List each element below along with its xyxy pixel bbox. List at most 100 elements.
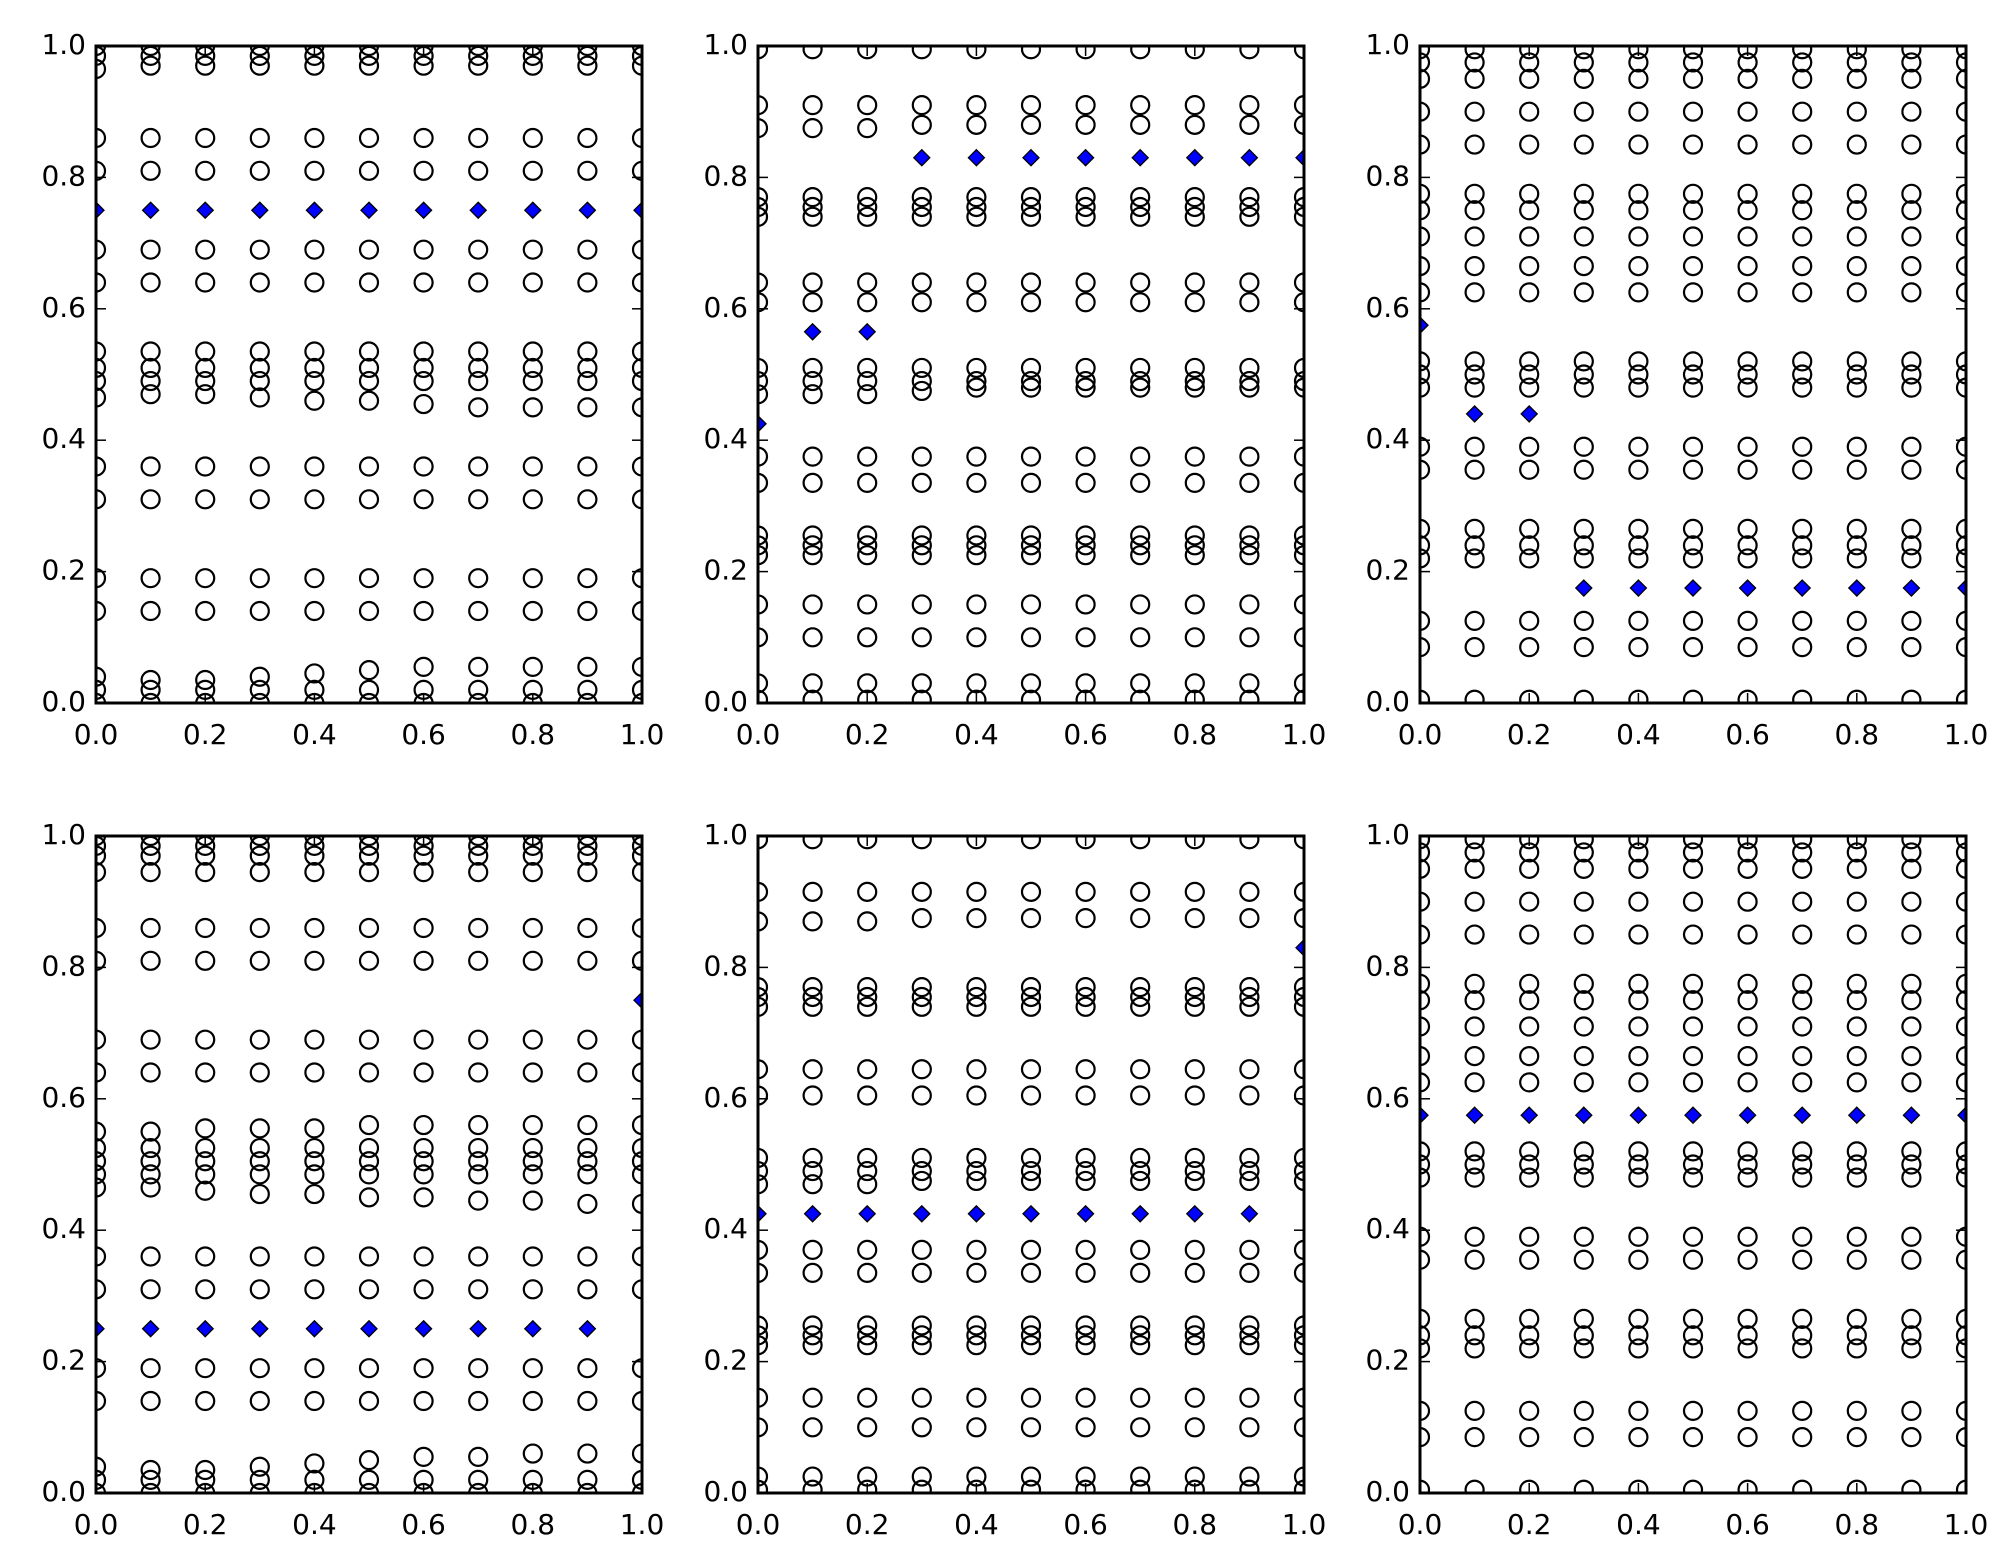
circle-marker [1792,1308,1813,1329]
circle-marker [1628,226,1649,247]
axes-frame [756,44,1306,705]
circle-marker [140,1279,161,1300]
y-tick-label: 0.6 [1365,1081,1410,1114]
circle-marker [1901,858,1922,879]
circle-marker [802,673,823,694]
circle-marker [468,357,489,379]
diamond-marker [1185,148,1204,167]
circle-marker [1519,351,1540,372]
circle-marker [1901,1072,1922,1093]
circle-marker [1846,282,1867,303]
circle-marker [1130,908,1151,929]
circle-marker [358,1390,380,1412]
circle-marker [1239,1085,1260,1106]
circle-marker [758,1059,769,1080]
circle-marker [966,977,987,998]
circle-marker [1573,436,1594,457]
circle-marker [96,1279,107,1300]
circle-marker [1184,1147,1205,1169]
circle-marker [577,1062,598,1083]
circle-marker [802,977,823,998]
circle-marker [1239,1417,1260,1438]
circle-marker [631,1062,642,1083]
circle-marker [577,1137,598,1159]
circle-marker [1792,637,1813,658]
circle-marker [1628,1400,1649,1421]
circle-marker [577,692,598,703]
circle-marker [1420,1338,1431,1359]
circle-marker [911,206,932,227]
axes-frame [1418,834,1968,1495]
diamond-marker [1629,579,1648,597]
diamond-marker [1684,579,1702,597]
circle-marker [195,384,216,405]
circle-marker [911,1387,932,1408]
circle-marker [577,600,598,622]
circle-marker [1792,226,1813,247]
circle-marker [1020,1479,1042,1493]
circle-marker [758,118,769,139]
circle-marker [1464,1154,1485,1175]
circle-marker [1955,183,1966,204]
diamond-marker [1847,1106,1866,1125]
circle-marker [1682,637,1704,658]
circle-marker [1420,1325,1431,1346]
circle-marker [1846,101,1867,122]
circle-marker [1901,183,1922,204]
circle-marker [1628,351,1649,372]
circle-marker [1573,1072,1594,1093]
circle-marker [522,55,543,76]
circle-marker [522,239,543,260]
x-tick-label: 0.2 [845,1508,890,1541]
circle-marker [1075,836,1096,850]
circle-marker [1184,1085,1205,1106]
circle-marker [249,1062,270,1083]
circle-marker [1628,924,1649,945]
circle-marker [758,627,769,648]
circle-marker [758,545,769,566]
circle-marker [966,986,987,1008]
circle-marker [1737,226,1758,247]
circle-marker [1901,436,1922,457]
circle-marker [96,160,107,181]
circle-marker [1420,973,1431,994]
circle-marker [1737,1249,1758,1270]
circle-marker [1519,68,1540,89]
circle-marker [1519,1249,1540,1270]
circle-marker [358,692,380,703]
circle-marker [1955,282,1966,303]
circle-marker [1130,370,1151,392]
x-tick-label: 0.6 [1063,718,1108,751]
circle-marker [1573,1249,1594,1270]
diamond-marker [250,201,269,220]
circle-marker [1293,525,1304,546]
circle-marker [1682,1072,1704,1093]
circle-marker [1573,226,1594,247]
circle-marker [1075,272,1096,293]
circle-marker [631,1469,642,1490]
circle-marker [1519,1141,1540,1162]
circle-marker [857,472,878,494]
x-tick-label: 1.0 [1282,1508,1327,1541]
circle-marker [1682,1249,1704,1270]
circle-marker [966,472,987,494]
circle-marker [802,1147,823,1169]
circle-marker [911,525,932,546]
circle-marker [413,950,434,971]
circle-marker [1573,610,1594,631]
circle-marker [1573,990,1594,1011]
circle-marker [249,692,270,703]
circle-marker [140,384,161,405]
circle-marker [1682,990,1704,1011]
circle-marker [1682,1338,1704,1359]
circle-marker [468,1482,489,1493]
circle-marker [1020,206,1042,227]
circle-marker [358,917,380,939]
circle-marker [1901,377,1922,398]
circle-marker [522,456,543,477]
circle-marker [1293,95,1304,116]
circle-marker [140,456,161,477]
circle-marker [1519,973,1540,994]
circle-marker [1239,535,1260,556]
